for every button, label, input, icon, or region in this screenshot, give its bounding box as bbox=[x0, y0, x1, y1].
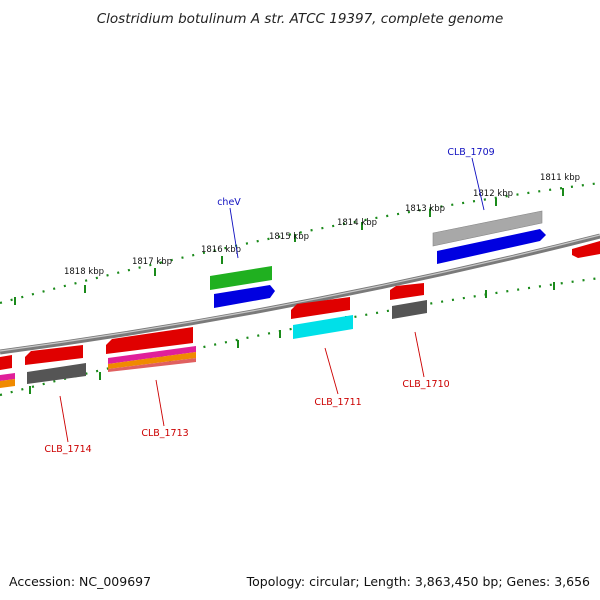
tick-label: 1815 kbp bbox=[269, 232, 309, 242]
tick-label: 1812 kbp bbox=[473, 189, 513, 199]
gene-clb1713-feature-b[interactable] bbox=[108, 352, 196, 369]
tick-label: 1816 kbp bbox=[201, 245, 241, 255]
leader-line-clb1710 bbox=[414, 331, 425, 378]
gene-left-edge-cds[interactable] bbox=[0, 355, 12, 370]
tick-labels: 1811 kbp 1812 kbp 1813 kbp 1814 kbp 1815… bbox=[64, 173, 580, 277]
leader-line-clb1713 bbox=[155, 379, 165, 427]
leader-line-clb1711 bbox=[324, 347, 339, 395]
tick-label: 1814 kbp bbox=[337, 218, 377, 228]
gene-clb1714-feature[interactable] bbox=[27, 363, 86, 384]
gene-right-edge-cds[interactable] bbox=[572, 241, 600, 258]
forward-strand-features bbox=[210, 210, 600, 308]
gene-chev-feature[interactable] bbox=[210, 266, 272, 290]
gene-clb1710-cds[interactable] bbox=[390, 283, 424, 300]
tick-label: 1813 kbp bbox=[405, 204, 445, 214]
map-title: Clostridium botulinum A str. ATCC 19397,… bbox=[97, 11, 504, 27]
genome-backbone-highlight bbox=[0, 234, 600, 352]
gene-clb1711-feature[interactable] bbox=[293, 315, 353, 339]
gene-left-edge-feature-b[interactable] bbox=[0, 379, 15, 388]
tick-label: 1818 kbp bbox=[64, 267, 104, 277]
gene-label-clb1711[interactable]: CLB_1711 bbox=[314, 397, 361, 408]
gene-clb1713-cds[interactable] bbox=[106, 327, 193, 354]
gene-labels: CLB_1709 cheV CLB_1710 CLB_1711 CLB_1713… bbox=[44, 147, 494, 455]
tick-label: 1811 kbp bbox=[540, 173, 580, 183]
gene-label-clb1710[interactable]: CLB_1710 bbox=[402, 379, 449, 390]
leader-lines bbox=[59, 157, 485, 443]
gene-clb1709-cds[interactable] bbox=[437, 229, 546, 264]
leader-line-clb1709 bbox=[471, 157, 485, 211]
gene-clb1710-feature[interactable] bbox=[392, 300, 427, 319]
leader-line-clb1714 bbox=[59, 395, 69, 443]
genome-summary-text: Topology: circular; Length: 3,863,450 bp… bbox=[246, 574, 590, 589]
reverse-strand-features bbox=[0, 283, 427, 388]
gene-label-clb1709[interactable]: CLB_1709 bbox=[447, 147, 494, 158]
gene-left-edge-feature-a[interactable] bbox=[0, 373, 15, 381]
genome-backbone bbox=[0, 233, 600, 355]
gene-label-clb1714[interactable]: CLB_1714 bbox=[44, 444, 91, 455]
gene-clb1713-feature-a[interactable] bbox=[108, 346, 196, 364]
gene-clb1714-cds[interactable] bbox=[25, 345, 83, 365]
gene-label-chev[interactable]: cheV bbox=[217, 197, 241, 208]
gene-clb1713-feature-c[interactable] bbox=[108, 358, 196, 372]
gene-clb1711-cds[interactable] bbox=[291, 297, 350, 319]
gene-label-clb1713[interactable]: CLB_1713 bbox=[141, 428, 188, 439]
tick-label: 1817 kbp bbox=[132, 257, 172, 267]
leader-line-chev bbox=[229, 207, 239, 259]
gene-chev-cds[interactable] bbox=[214, 285, 275, 308]
outer-major-ticks bbox=[14, 188, 564, 305]
accession-text: Accession: NC_009697 bbox=[9, 574, 151, 589]
gene-clb1709-feature[interactable] bbox=[432, 210, 543, 247]
outer-tick-track bbox=[0, 181, 600, 305]
